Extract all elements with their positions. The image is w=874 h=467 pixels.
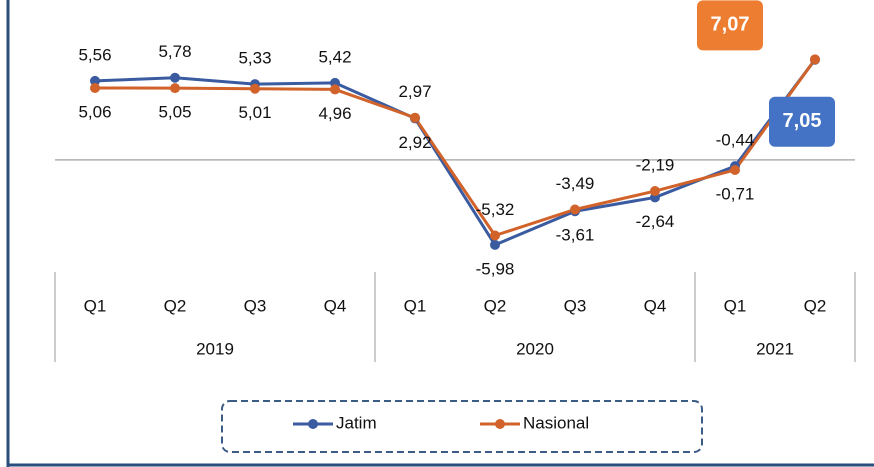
data-point: [250, 83, 260, 94]
value-label-box: [697, 0, 763, 51]
legend-marker: [495, 419, 505, 429]
value-label: 5,01: [238, 103, 271, 122]
data-point: [330, 84, 340, 95]
group-label: 2021: [756, 339, 794, 358]
value-label: 5,56: [78, 45, 111, 64]
legend-box: [221, 400, 703, 453]
data-point: [410, 112, 420, 123]
value-label: -3,61: [556, 226, 595, 245]
value-label: -5,98: [476, 259, 515, 278]
data-point: [90, 82, 100, 93]
data-point: [90, 75, 100, 86]
value-label: 2,92: [398, 133, 431, 152]
x-tick-label: Q4: [644, 296, 667, 315]
data-point: [490, 239, 500, 250]
value-label: -2,64: [636, 212, 675, 231]
value-label-box: [769, 96, 835, 147]
x-tick-label: Q1: [404, 296, 427, 315]
legend-label: Jatim: [336, 413, 377, 432]
series-line: [94, 58, 817, 238]
value-label: 7,07: [711, 14, 750, 36]
data-point: [730, 164, 740, 175]
value-label: -0,71: [716, 184, 755, 203]
value-label: 7,05: [783, 110, 822, 132]
data-point: [810, 54, 820, 65]
data-point: [170, 83, 180, 94]
x-tick-label: Q1: [724, 296, 747, 315]
value-label: 4,96: [318, 104, 351, 123]
value-label: -3,49: [556, 174, 595, 193]
value-label: 2,97: [398, 82, 431, 101]
x-tick-label: Q2: [164, 296, 187, 315]
data-point: [570, 204, 580, 215]
group-label: 2019: [196, 339, 234, 358]
value-label: 5,42: [318, 47, 351, 66]
x-tick-label: Q1: [84, 296, 107, 315]
value-label: 5,05: [158, 103, 191, 122]
value-label: 5,06: [78, 102, 111, 121]
data-point: [650, 186, 660, 197]
x-tick-label: Q2: [804, 296, 827, 315]
value-label: -2,19: [636, 156, 675, 175]
x-tick-label: Q3: [564, 296, 587, 315]
value-label: -5,32: [476, 200, 515, 219]
value-label: -0,44: [716, 131, 755, 150]
group-label: 2020: [516, 339, 554, 358]
x-tick-label: Q4: [324, 296, 347, 315]
legend-marker: [308, 419, 318, 429]
x-tick-label: Q2: [484, 296, 507, 315]
legend-label: Nasional: [523, 413, 589, 432]
data-point: [490, 230, 500, 241]
data-point: [170, 72, 180, 83]
x-tick-label: Q3: [244, 296, 267, 315]
value-label: 5,33: [238, 49, 271, 68]
value-label: 5,78: [158, 42, 191, 61]
